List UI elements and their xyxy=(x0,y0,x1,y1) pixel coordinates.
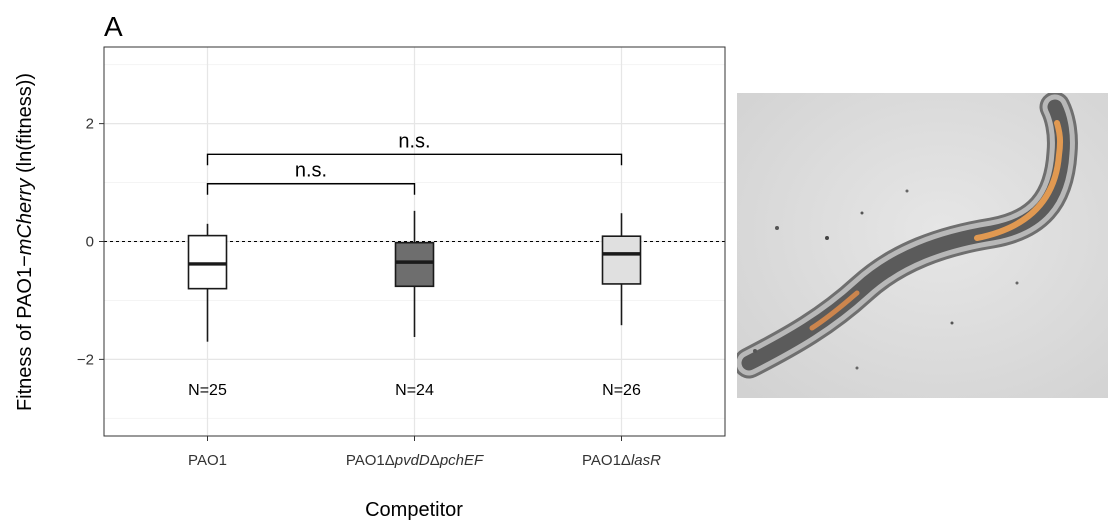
significance-label: n.s. xyxy=(398,130,430,152)
panel-letter: A xyxy=(104,11,123,42)
sample-size-label: N=25 xyxy=(188,382,227,399)
interquartile-box xyxy=(601,235,642,285)
x-tick-label: PAO1ΔlasR xyxy=(582,452,661,469)
interquartile-box xyxy=(394,241,435,288)
significance-bracket-2: n.s. xyxy=(206,130,623,166)
x-axis-ticks: PAO1 PAO1ΔpvdDΔpchEF PAO1ΔlasR xyxy=(188,436,661,469)
significance-brackets: n.s. n.s. xyxy=(206,130,623,195)
sample-size-label: N=26 xyxy=(602,382,641,399)
y-axis-ticks: −2 0 2 xyxy=(77,116,104,368)
x-axis-title: Competitor xyxy=(365,499,463,521)
sample-size-labels: N=25 N=24 N=26 xyxy=(188,382,641,399)
bracket-line xyxy=(206,153,623,166)
box-group xyxy=(187,210,642,342)
box-1 xyxy=(187,223,228,342)
bracket-line xyxy=(206,183,416,195)
y-tick-label: 2 xyxy=(86,116,94,133)
box-2 xyxy=(394,210,435,337)
x-tick-label: PAO1 xyxy=(188,452,227,469)
x-tick-label: PAO1ΔpvdDΔpchEF xyxy=(346,452,484,469)
significance-label: n.s. xyxy=(295,160,327,182)
box-3 xyxy=(601,213,642,326)
worm-micrograph xyxy=(737,93,1108,398)
sample-size-label: N=24 xyxy=(395,382,434,399)
y-axis-title: Fitness of PAO1−mCherry (ln(fitness)) xyxy=(14,73,36,411)
y-tick-label: −2 xyxy=(77,351,94,368)
interquartile-box xyxy=(187,234,228,290)
y-tick-label: 0 xyxy=(86,234,94,251)
significance-bracket-1: n.s. xyxy=(206,160,416,195)
